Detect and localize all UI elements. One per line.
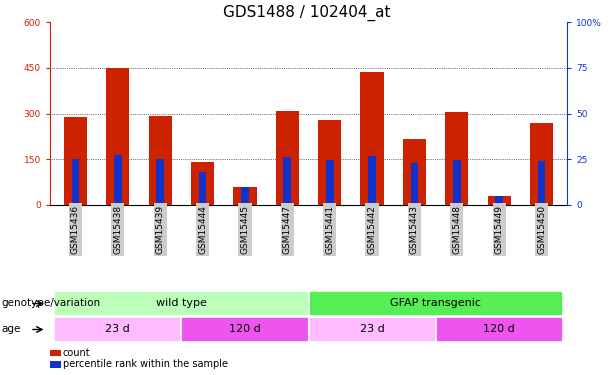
Text: GSM15436: GSM15436 xyxy=(71,205,80,254)
Bar xyxy=(199,172,207,205)
Text: GSM15443: GSM15443 xyxy=(410,205,419,254)
Bar xyxy=(495,196,503,205)
Text: GSM15449: GSM15449 xyxy=(495,205,504,254)
Bar xyxy=(276,111,299,205)
Bar xyxy=(308,317,436,342)
Bar xyxy=(156,159,164,205)
Text: GSM15448: GSM15448 xyxy=(452,205,462,254)
Text: GSM15444: GSM15444 xyxy=(198,205,207,254)
Bar xyxy=(453,160,460,205)
Bar xyxy=(191,162,214,205)
Text: 120 d: 120 d xyxy=(483,324,515,334)
Bar xyxy=(445,112,468,205)
Bar xyxy=(411,163,418,205)
Bar xyxy=(326,160,333,205)
Text: percentile rank within the sample: percentile rank within the sample xyxy=(63,359,228,369)
Bar xyxy=(368,156,376,205)
Bar xyxy=(538,161,546,205)
Bar xyxy=(487,196,511,205)
Bar xyxy=(72,159,79,205)
Bar xyxy=(318,120,341,205)
Bar xyxy=(148,116,172,205)
Text: wild type: wild type xyxy=(156,298,207,309)
Text: count: count xyxy=(63,348,91,358)
Bar xyxy=(234,187,257,205)
Text: GSM15442: GSM15442 xyxy=(368,205,376,254)
Bar xyxy=(403,140,426,205)
Bar xyxy=(360,72,384,205)
Bar xyxy=(54,291,308,316)
Text: GSM15447: GSM15447 xyxy=(283,205,292,254)
Text: GSM15450: GSM15450 xyxy=(537,205,546,254)
Bar xyxy=(114,154,121,205)
Bar xyxy=(181,317,308,342)
Bar xyxy=(54,317,181,342)
Text: 23 d: 23 d xyxy=(360,324,384,334)
Text: GSM15438: GSM15438 xyxy=(113,205,123,254)
Bar xyxy=(530,123,553,205)
Bar xyxy=(106,68,129,205)
Bar xyxy=(308,291,563,316)
Text: GSM15441: GSM15441 xyxy=(325,205,334,254)
Text: GSM15439: GSM15439 xyxy=(156,205,165,254)
Bar xyxy=(241,187,249,205)
Text: GFAP transgenic: GFAP transgenic xyxy=(390,298,481,309)
Text: GDS1488 / 102404_at: GDS1488 / 102404_at xyxy=(223,4,390,21)
Bar xyxy=(283,158,291,205)
Bar xyxy=(436,317,563,342)
Text: genotype/variation: genotype/variation xyxy=(2,298,101,309)
Bar xyxy=(64,117,87,205)
Text: 23 d: 23 d xyxy=(105,324,130,334)
Text: age: age xyxy=(2,324,21,334)
Text: 120 d: 120 d xyxy=(229,324,261,334)
Text: GSM15445: GSM15445 xyxy=(240,205,249,254)
